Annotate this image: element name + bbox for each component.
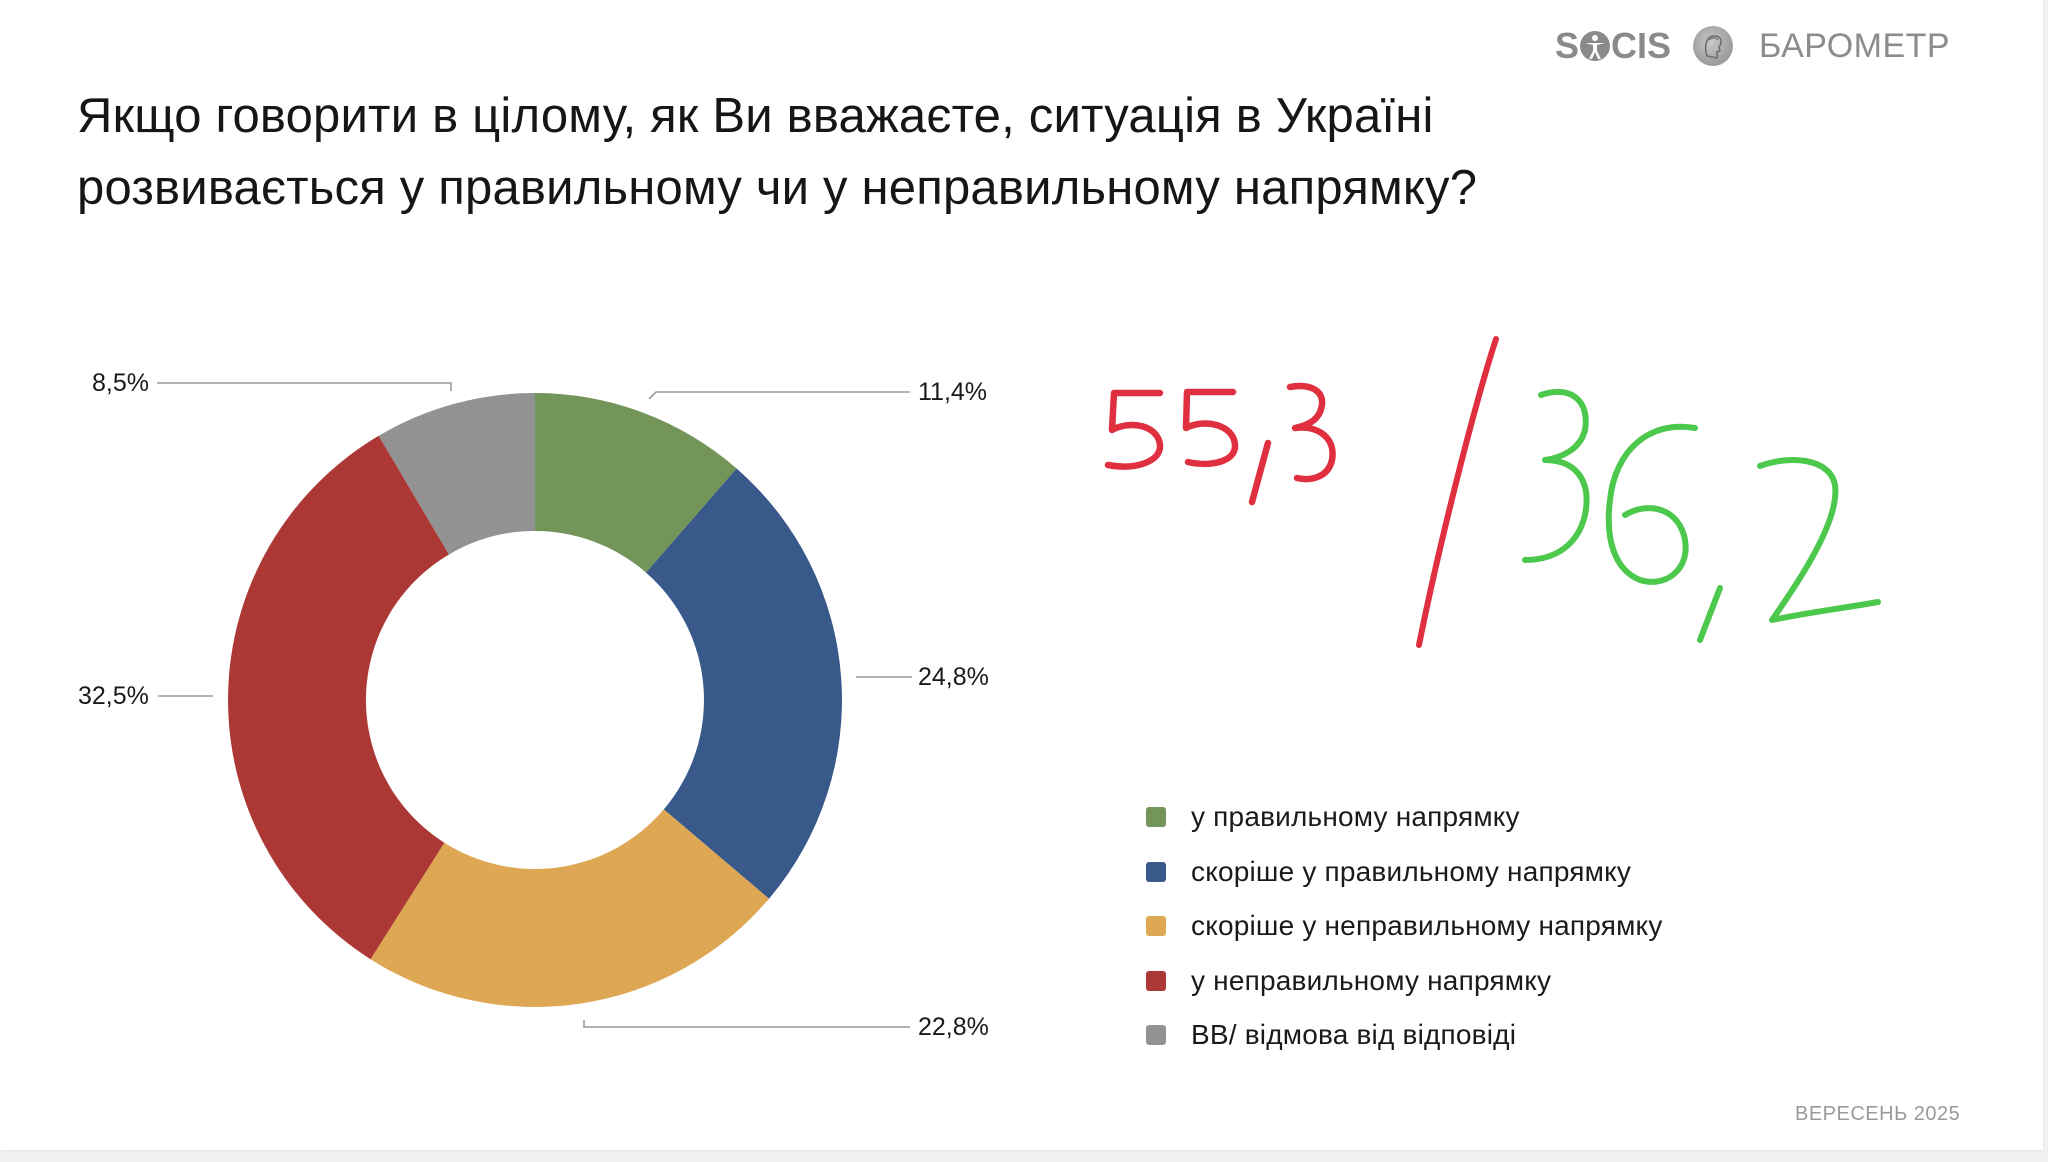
label-wrong-direction: 32,5% xyxy=(78,682,149,710)
legend-item: ВВ/ відмова від відповіді xyxy=(1146,1008,1663,1063)
legend-swatch-gray xyxy=(1146,1025,1166,1046)
legend-swatch-blue xyxy=(1146,861,1166,882)
coin-emblem-icon xyxy=(1693,26,1734,66)
slice-wrong-direction xyxy=(228,435,449,960)
leader-line-green xyxy=(648,391,910,400)
socis-logo: S CIS xyxy=(1555,25,1672,66)
legend-label: у неправильному напрямку xyxy=(1191,964,1552,996)
legend-item: скоріше у неправильному напрямку xyxy=(1146,899,1663,954)
leader-line-orange xyxy=(583,1020,910,1028)
chart-legend: у правильному напрямку скоріше у правиль… xyxy=(1146,790,1663,1063)
label-rather-wrong-direction: 22,8% xyxy=(918,1013,989,1041)
slice-right-direction xyxy=(535,393,737,573)
legend-label: скоріше у правильному напрямку xyxy=(1191,855,1632,887)
legend-label: ВВ/ відмова від відповіді xyxy=(1191,1019,1517,1051)
label-right-direction: 11,4% xyxy=(918,378,988,406)
slice-rather-right-direction xyxy=(646,468,842,899)
slice-no-answer xyxy=(378,393,535,555)
legend-label: у правильному напрямку xyxy=(1191,801,1520,833)
legend-label: скоріше у неправильному напрямку xyxy=(1191,910,1663,942)
label-no-answer: 8,5% xyxy=(92,369,149,397)
title-line-2: розвивається у правильному чи у неправил… xyxy=(77,161,1478,215)
legend-item: у неправильному напрямку xyxy=(1146,954,1663,1009)
page-title: Якщо говорити в цілому, як Ви вважаєте, … xyxy=(77,80,1877,224)
slice-rather-wrong-direction xyxy=(370,809,769,1007)
header-brand: S CIS БАРОМЕТР xyxy=(1555,22,1950,70)
label-rather-right-direction: 24,8% xyxy=(918,663,989,691)
legend-swatch-red xyxy=(1146,970,1166,991)
product-name: БАРОМЕТР xyxy=(1759,26,1951,65)
legend-swatch-orange xyxy=(1146,916,1166,937)
title-line-1: Якщо говорити в цілому, як Ви вважаєте, … xyxy=(77,89,1434,143)
legend-item: скоріше у правильному напрямку xyxy=(1146,845,1663,900)
leader-line-gray xyxy=(157,382,452,391)
legend-swatch-green xyxy=(1146,807,1166,828)
footer-date: ВЕРЕСЕНЬ 2025 xyxy=(1795,1103,1961,1125)
legend-item: у правильному напрямку xyxy=(1146,790,1663,845)
vitruvian-figure-icon xyxy=(1580,31,1611,61)
